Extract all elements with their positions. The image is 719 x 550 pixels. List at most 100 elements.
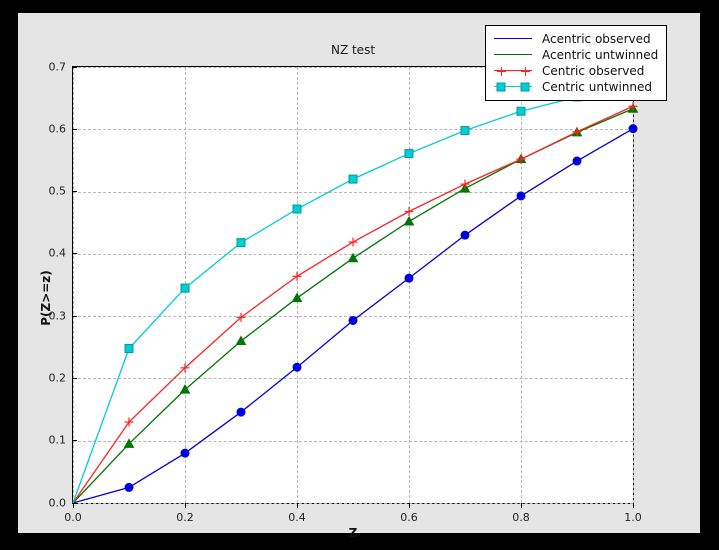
x-tick-label: 0.8: [512, 511, 530, 524]
series-line-circle: [72, 128, 634, 504]
gridline-horizontal: [73, 191, 633, 193]
data-point-circle: [292, 362, 302, 372]
x-tick-label: 0.0: [64, 511, 82, 524]
y-tick-mark: [72, 253, 77, 255]
gridline-vertical: [297, 67, 298, 503]
series-line-square: [72, 86, 634, 504]
data-point-square: [236, 238, 246, 248]
y-tick-mark: [72, 191, 77, 193]
y-tick-label: 0.2: [48, 371, 67, 385]
gridline-vertical: [73, 67, 74, 503]
gridline-horizontal: [73, 503, 633, 504]
plot-area: [72, 66, 639, 504]
y-tick-mark: [72, 315, 77, 317]
data-point-plus: [236, 312, 246, 322]
y-axis-label: P(Z>=z): [38, 270, 53, 326]
data-point-circle: [516, 191, 526, 201]
x-tick-label: 0.6: [400, 511, 418, 524]
x-tick-mark: [185, 503, 186, 508]
data-point-plus: [348, 237, 358, 247]
data-point-plus: [292, 271, 302, 281]
data-point-circle: [180, 448, 190, 458]
data-point-circle: [460, 230, 470, 240]
data-point-square: [124, 344, 134, 354]
data-point-triangle: [347, 252, 359, 263]
y-tick-mark: [72, 502, 77, 504]
data-point-plus: [180, 363, 190, 373]
legend-item[interactable]: Centric untwinned: [492, 79, 658, 95]
plot-inner: [72, 67, 639, 504]
y-tick-label: 0.6: [48, 122, 67, 136]
data-point-plus: [124, 417, 134, 427]
data-point-square: [404, 149, 414, 159]
x-tick-mark: [73, 503, 74, 508]
data-point-triangle: [235, 335, 247, 346]
legend-item[interactable]: Acentric observed: [492, 31, 658, 47]
y-tick-mark: [72, 128, 77, 130]
data-curves: [72, 82, 639, 504]
legend-label: Acentric untwinned: [542, 48, 659, 62]
series-line-triangle: [72, 108, 634, 504]
x-tick-label: 0.2: [176, 511, 194, 524]
y-tick-mark: [72, 66, 77, 68]
data-point-plus: [572, 127, 582, 137]
legend-item[interactable]: Acentric untwinned: [492, 47, 658, 63]
data-point-circle: [236, 407, 246, 417]
data-point-circle: [572, 156, 582, 166]
y-axis-ticks: 0.0 0.1 0.2 0.3 0.4 0.5 0.6 0.7: [18, 60, 77, 509]
x-tick-label: 1.0: [624, 511, 642, 524]
legend-label: Centric observed: [542, 64, 645, 78]
data-point-plus: [628, 101, 638, 111]
data-point-triangle: [123, 438, 135, 448]
series-line-plus: [72, 105, 634, 504]
gridline-horizontal: [73, 129, 633, 131]
data-point-square: [516, 106, 526, 116]
gridline-vertical: [521, 67, 522, 503]
y-tick-label: 0.4: [48, 246, 67, 260]
legend-marker-icon: [520, 82, 530, 92]
gridline-horizontal: [73, 378, 633, 380]
data-point-triangle: [179, 384, 191, 394]
x-tick-mark: [297, 503, 298, 508]
figure-canvas: NZ test 0.0 0.1 0.2 0.3 0.4 0.5 0.6 0.7 0.0 0.2 0…: [18, 13, 700, 540]
data-point-circle: [124, 482, 134, 492]
legend-swatch-square-icon: [492, 79, 534, 95]
chart-title: NZ test: [330, 43, 376, 57]
data-point-circle: [404, 273, 414, 283]
x-tick-mark: [521, 503, 522, 508]
y-tick-label: 0.7: [48, 60, 67, 73]
legend-marker-icon: [496, 82, 506, 92]
y-tick-label: 0.0: [48, 496, 67, 509]
x-axis-ticks: 0.0 0.2 0.4 0.6 0.8 1.0: [64, 503, 642, 533]
data-point-square: [348, 174, 358, 184]
legend-marker-icon: [496, 66, 506, 76]
legend-swatch-triangle-icon: [492, 47, 534, 63]
x-tick-label: 0.4: [288, 511, 306, 524]
legend-label: Acentric observed: [542, 32, 651, 46]
legend-marker-icon: [520, 66, 530, 76]
legend-item[interactable]: Centric observed: [492, 63, 658, 79]
legend-swatch-circle-icon: [492, 31, 534, 47]
data-point-plus: [460, 179, 470, 189]
legend-swatch-plus-icon: [492, 63, 534, 79]
gridline-horizontal: [73, 440, 633, 442]
data-point-triangle: [403, 215, 415, 226]
gridline-horizontal: [73, 67, 633, 68]
y-tick-label: 0.1: [48, 433, 67, 447]
data-point-triangle: [291, 292, 303, 303]
chart-legend[interactable]: Acentric observed Acentric untwinned Centr…: [485, 25, 668, 101]
gridline-vertical: [409, 67, 410, 503]
data-point-circle: [348, 316, 358, 326]
legend-label: Centric untwinned: [542, 80, 653, 94]
data-point-square: [292, 204, 302, 214]
y-tick-mark: [72, 377, 77, 379]
y-tick-mark: [72, 440, 77, 442]
data-point-circle: [628, 124, 638, 134]
gridline-vertical: [633, 67, 634, 503]
x-axis-label: Z: [348, 526, 358, 540]
y-tick-label: 0.5: [48, 184, 67, 198]
data-point-square: [460, 126, 470, 136]
data-point-square: [180, 283, 190, 293]
x-tick-mark: [409, 503, 410, 508]
